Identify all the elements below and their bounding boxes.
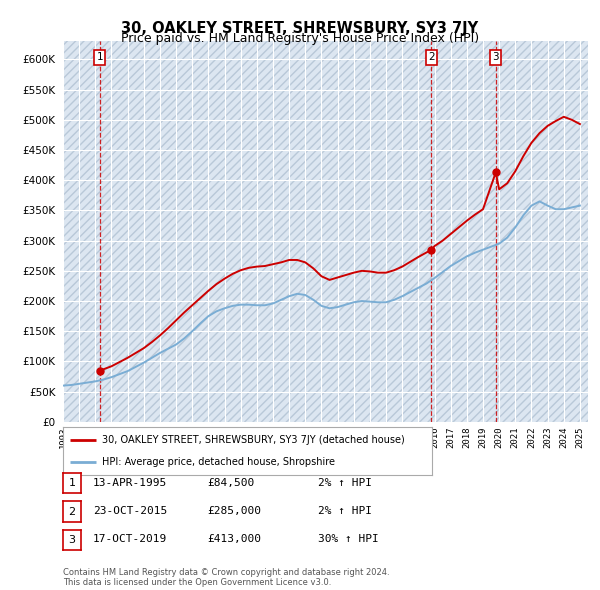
Text: Contains HM Land Registry data © Crown copyright and database right 2024.
This d: Contains HM Land Registry data © Crown c… — [63, 568, 389, 587]
Text: HPI: Average price, detached house, Shropshire: HPI: Average price, detached house, Shro… — [102, 457, 335, 467]
Text: 3: 3 — [68, 535, 76, 545]
Text: 3: 3 — [493, 53, 499, 63]
Text: £84,500: £84,500 — [207, 478, 254, 487]
Text: 2% ↑ HPI: 2% ↑ HPI — [318, 478, 372, 487]
Text: Price paid vs. HM Land Registry's House Price Index (HPI): Price paid vs. HM Land Registry's House … — [121, 32, 479, 45]
Text: 1: 1 — [68, 478, 76, 488]
Text: £413,000: £413,000 — [207, 535, 261, 544]
Text: 30, OAKLEY STREET, SHREWSBURY, SY3 7JY: 30, OAKLEY STREET, SHREWSBURY, SY3 7JY — [121, 21, 479, 35]
Text: 1: 1 — [97, 53, 103, 63]
Text: 17-OCT-2019: 17-OCT-2019 — [93, 535, 167, 544]
Text: 13-APR-1995: 13-APR-1995 — [93, 478, 167, 487]
Text: 2: 2 — [428, 53, 435, 63]
Text: 2: 2 — [68, 507, 76, 516]
Text: 30, OAKLEY STREET, SHREWSBURY, SY3 7JY (detached house): 30, OAKLEY STREET, SHREWSBURY, SY3 7JY (… — [102, 435, 404, 445]
Text: 30% ↑ HPI: 30% ↑ HPI — [318, 535, 379, 544]
Text: 23-OCT-2015: 23-OCT-2015 — [93, 506, 167, 516]
Text: £285,000: £285,000 — [207, 506, 261, 516]
Text: 2% ↑ HPI: 2% ↑ HPI — [318, 506, 372, 516]
